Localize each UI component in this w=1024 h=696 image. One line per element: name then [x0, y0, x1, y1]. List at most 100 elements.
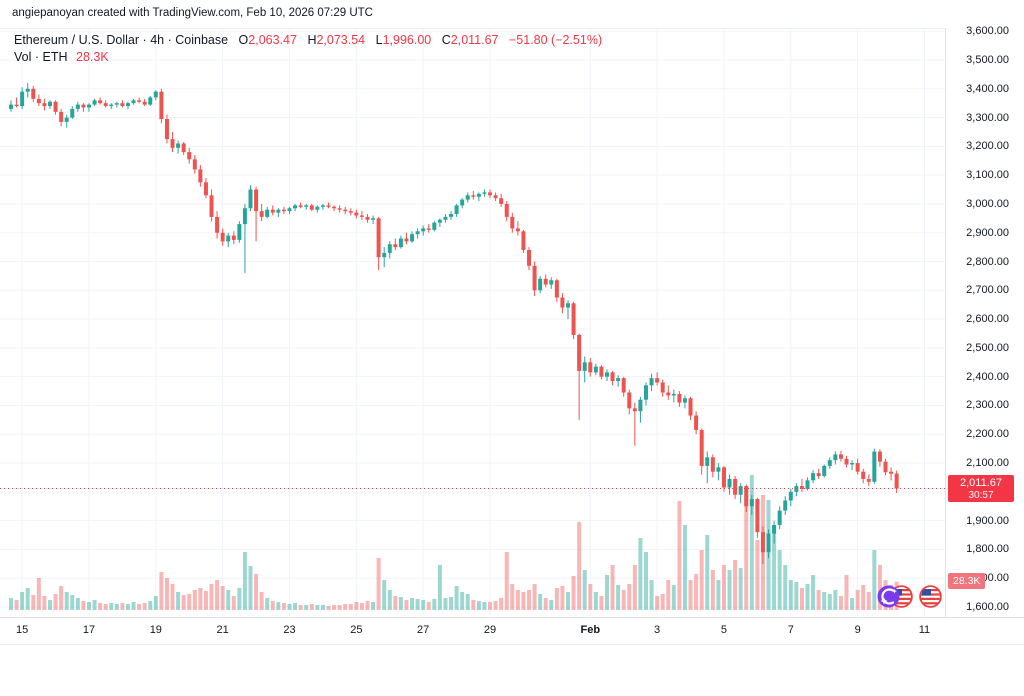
last-price-value: 2,011.67 — [959, 477, 1002, 490]
candle-body — [866, 478, 871, 482]
symbol-title[interactable]: Ethereum / U.S. Dollar — [14, 33, 140, 47]
candle-body — [627, 392, 632, 409]
volume-bar — [98, 603, 103, 610]
price-axis-label: 2,600.00 — [966, 313, 1009, 326]
price-axis-label: 2,400.00 — [966, 370, 1009, 383]
volume-bar — [365, 601, 370, 610]
volume-bar — [281, 603, 286, 610]
candle-body — [298, 205, 303, 207]
volume-bar — [510, 584, 515, 610]
candle-body — [838, 454, 843, 459]
volume-bar — [25, 588, 30, 610]
volume-bar — [582, 570, 587, 610]
candle-body — [42, 103, 47, 107]
volume-bar — [449, 597, 454, 610]
candlestick-chart[interactable] — [0, 28, 946, 617]
volume-bar — [855, 590, 860, 610]
candle-body — [47, 101, 52, 107]
volume-bar — [59, 586, 64, 610]
candle-body — [488, 192, 493, 196]
candle-body — [604, 372, 609, 377]
volume-bar — [783, 565, 788, 610]
candle-body — [894, 473, 899, 489]
candle-body — [655, 378, 660, 383]
candle-body — [850, 463, 855, 465]
candle-body — [404, 238, 409, 242]
candle-body — [543, 278, 548, 285]
candle-body — [855, 463, 860, 472]
candle-body — [125, 103, 130, 107]
candle-body — [471, 195, 476, 197]
price-axis-label: 2,900.00 — [966, 226, 1009, 239]
candle-body — [170, 139, 175, 148]
candle-body — [226, 235, 231, 242]
candle-body — [844, 458, 849, 465]
volume-bar — [655, 596, 660, 610]
volume-bar — [554, 588, 559, 610]
candle-body — [682, 398, 687, 403]
volume-bar — [604, 575, 609, 610]
volume-bar — [599, 596, 604, 610]
volume-bar — [588, 584, 593, 610]
footer: TradingView — [0, 645, 1024, 696]
candle-body — [783, 500, 788, 511]
volume-bar — [103, 604, 108, 610]
candle-body — [304, 205, 309, 207]
time-axis-label: 23 — [283, 624, 296, 636]
candle-body — [426, 228, 431, 230]
candle-body — [527, 250, 532, 266]
price-axis-label: 1,800.00 — [966, 543, 1009, 556]
candle-body — [98, 100, 103, 104]
candle-body — [320, 205, 325, 207]
price-axis-label: 2,100.00 — [966, 457, 1009, 470]
volume-bar — [14, 600, 19, 610]
volume-bar — [142, 603, 147, 610]
time-axis-label: 7 — [787, 624, 794, 636]
candle-body — [872, 451, 877, 482]
candle-layer — [9, 83, 899, 564]
volume-bar — [304, 605, 309, 610]
candle-body — [616, 378, 621, 381]
volume-bar — [248, 566, 253, 610]
volume-bar — [376, 558, 381, 610]
candle-body — [465, 195, 470, 200]
volume-bar — [114, 604, 119, 610]
change-value: −51.80 (−2.51%) — [508, 33, 603, 47]
candle-body — [716, 467, 721, 472]
candle-body — [293, 205, 298, 209]
price-axis-label: 3,500.00 — [966, 53, 1009, 66]
candle-body — [9, 104, 13, 109]
volume-label: Vol — [14, 50, 32, 64]
price-axis[interactable]: 3,600.00 3,500.00 3,400.00 3,300.00 3,200.00… — [945, 25, 1024, 617]
candle-body — [443, 216, 448, 220]
candle-body — [727, 478, 732, 488]
price-axis-label: 2,200.00 — [966, 428, 1009, 441]
volume-bar — [237, 588, 242, 610]
volume-bar — [53, 594, 58, 610]
candle-body — [281, 209, 286, 212]
legend-symbol-row: Ethereum / U.S. Dollar · 4h · Coinbase O… — [14, 33, 602, 47]
candle-body — [632, 408, 637, 412]
time-axis-label: 9 — [854, 624, 861, 636]
volume-bar — [181, 595, 186, 610]
volume-bar — [415, 599, 420, 610]
candle-body — [521, 231, 526, 251]
volume-bar — [521, 592, 526, 610]
volume-bar — [866, 592, 871, 610]
volume-bar — [738, 568, 743, 610]
candle-body — [638, 399, 643, 412]
interval-label[interactable]: 4h — [150, 33, 165, 47]
candle-body — [805, 480, 810, 489]
time-axis[interactable]: 15 17 19 21 23 25 27 29 Feb 3 5 7 9 11 — [0, 617, 1024, 645]
candle-body — [799, 486, 804, 489]
candle-body — [25, 88, 30, 92]
volume-bar — [694, 574, 699, 610]
candle-body — [816, 473, 821, 477]
candle-body — [187, 152, 192, 160]
volume-bar — [421, 600, 426, 610]
candle-body — [410, 234, 415, 242]
volume-bar — [170, 584, 175, 610]
volume-bar — [827, 594, 832, 610]
candle-body — [549, 280, 554, 285]
